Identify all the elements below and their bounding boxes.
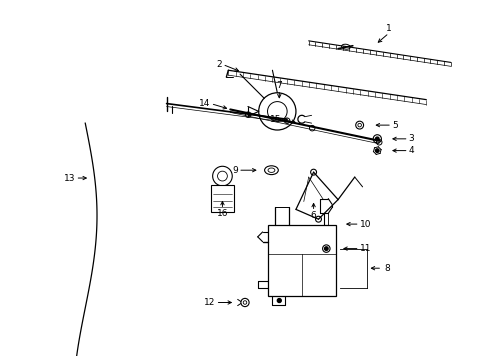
Text: 3: 3 bbox=[408, 134, 413, 143]
FancyBboxPatch shape bbox=[210, 185, 234, 212]
Text: 5: 5 bbox=[391, 121, 397, 130]
FancyBboxPatch shape bbox=[267, 225, 335, 296]
Circle shape bbox=[324, 247, 327, 250]
Text: 9: 9 bbox=[232, 166, 238, 175]
Text: 15: 15 bbox=[269, 115, 281, 124]
Text: 2: 2 bbox=[216, 60, 222, 69]
Text: 4: 4 bbox=[408, 146, 413, 155]
Text: 8: 8 bbox=[384, 264, 389, 273]
Text: 14: 14 bbox=[199, 99, 210, 108]
Text: 7: 7 bbox=[276, 81, 282, 90]
Circle shape bbox=[277, 298, 281, 302]
Text: 13: 13 bbox=[64, 174, 75, 183]
Text: 11: 11 bbox=[359, 244, 370, 253]
Text: 10: 10 bbox=[359, 220, 370, 229]
Text: 6: 6 bbox=[310, 211, 316, 220]
Text: 12: 12 bbox=[204, 298, 215, 307]
Circle shape bbox=[375, 149, 378, 152]
Text: 16: 16 bbox=[216, 210, 228, 219]
Text: 1: 1 bbox=[386, 24, 391, 33]
Circle shape bbox=[375, 137, 378, 141]
